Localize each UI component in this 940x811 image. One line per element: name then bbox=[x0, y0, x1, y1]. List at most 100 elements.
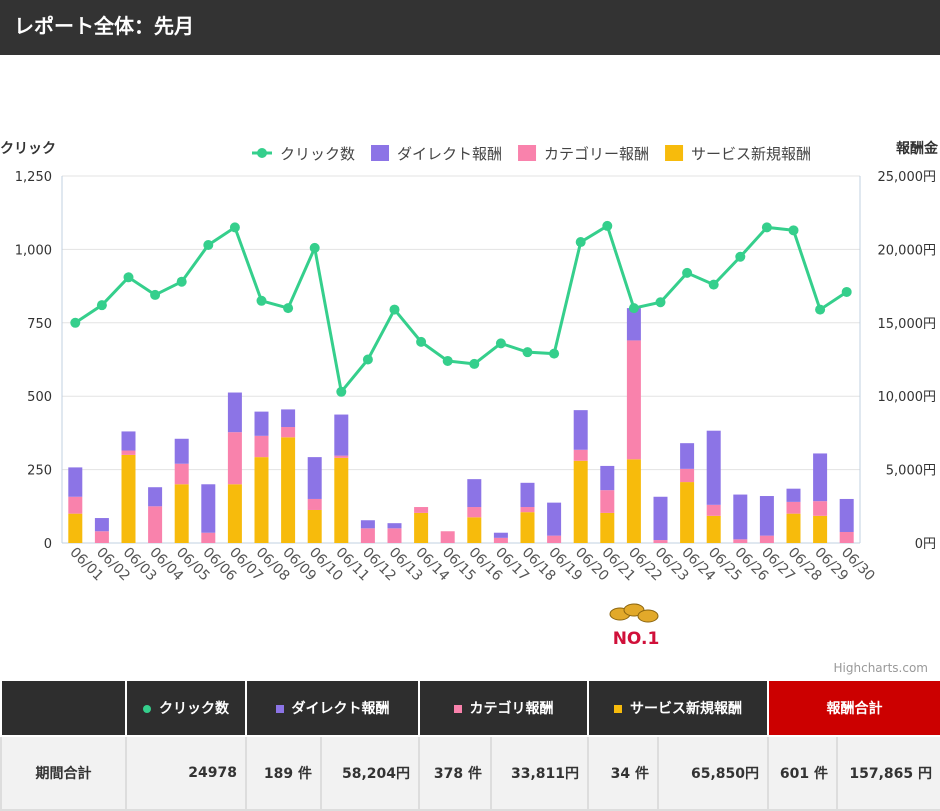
point bbox=[495, 338, 506, 349]
y2-tick-label: 10,000円 bbox=[878, 390, 937, 405]
bar bbox=[68, 467, 83, 497]
point bbox=[708, 279, 719, 290]
y2-tick-label: 5,000円 bbox=[886, 464, 936, 479]
point bbox=[336, 386, 347, 397]
bar bbox=[68, 513, 83, 543]
bar bbox=[653, 540, 668, 543]
cell: 378 件 bbox=[418, 735, 492, 811]
bar bbox=[520, 507, 535, 513]
cell: 24978 bbox=[125, 735, 247, 811]
cell: 189 件 bbox=[245, 735, 322, 811]
point bbox=[96, 300, 107, 311]
badge-coin bbox=[637, 609, 659, 623]
y2-tick-label: 20,000円 bbox=[878, 243, 937, 258]
bar bbox=[94, 518, 109, 532]
bar bbox=[600, 490, 615, 513]
y-tick-label: 750 bbox=[27, 317, 52, 332]
bar bbox=[759, 535, 774, 543]
header-cell: クリック数 bbox=[125, 679, 247, 737]
bar bbox=[626, 459, 641, 543]
header-cell: ダイレクト報酬 bbox=[245, 679, 420, 737]
y-tick-label: 500 bbox=[27, 390, 52, 405]
header-cell: サービス新規報酬 bbox=[587, 679, 769, 737]
cell: 34 件 bbox=[587, 735, 659, 811]
header-cell: カテゴリ報酬 bbox=[418, 679, 589, 737]
header-text: クリック数 bbox=[159, 701, 229, 717]
summary-table: クリック数 ダイレクト報酬 カテゴリ報酬 サービス新規報酬 報酬合計 期間合計 … bbox=[0, 679, 940, 811]
credit: Highcharts.com bbox=[834, 661, 928, 675]
bar bbox=[839, 531, 854, 543]
bar bbox=[733, 539, 748, 543]
bar bbox=[600, 512, 615, 543]
legend-label: クリック数 bbox=[280, 145, 355, 163]
header-text: 報酬合計 bbox=[826, 701, 883, 717]
bar bbox=[201, 484, 216, 533]
bar bbox=[680, 482, 695, 543]
bar bbox=[94, 531, 109, 543]
bar bbox=[786, 488, 801, 502]
bar bbox=[786, 513, 801, 543]
bar bbox=[440, 531, 455, 543]
point bbox=[389, 304, 400, 315]
legend-label: カテゴリー報酬 bbox=[544, 145, 649, 163]
bar bbox=[653, 496, 668, 541]
bar bbox=[520, 482, 535, 508]
page-title: レポート全体：先月 bbox=[0, 0, 940, 55]
point bbox=[815, 304, 826, 315]
cell: 157,865 円 bbox=[836, 735, 940, 811]
point bbox=[841, 286, 852, 297]
point bbox=[442, 355, 453, 366]
bar bbox=[387, 528, 402, 543]
bar bbox=[307, 509, 322, 543]
bar bbox=[786, 501, 801, 514]
bar bbox=[600, 465, 615, 491]
point bbox=[309, 242, 320, 253]
bar bbox=[68, 496, 83, 514]
y-axis-title: クリック bbox=[0, 141, 56, 157]
point bbox=[469, 358, 480, 369]
header-text: ダイレクト報酬 bbox=[291, 701, 390, 717]
legend-marker bbox=[257, 148, 267, 158]
chart: 0 250 500 750 1,000 1,250 0円 5,000円 10,000円 15,00… bbox=[0, 140, 939, 675]
bar bbox=[334, 455, 349, 458]
bar bbox=[493, 537, 508, 543]
bar bbox=[307, 498, 322, 510]
bar bbox=[174, 438, 189, 464]
bar bbox=[493, 532, 508, 538]
bar bbox=[360, 528, 375, 543]
header-text: カテゴリ報酬 bbox=[469, 701, 554, 717]
bar bbox=[573, 410, 588, 450]
bar bbox=[281, 437, 296, 543]
bar bbox=[467, 479, 482, 508]
bar bbox=[626, 308, 641, 341]
point bbox=[283, 303, 294, 314]
legend-marker bbox=[518, 145, 537, 161]
bar bbox=[680, 468, 695, 483]
bar bbox=[334, 457, 349, 543]
point bbox=[735, 251, 746, 262]
header-cell bbox=[0, 679, 127, 737]
row-label: 期間合計 bbox=[0, 735, 127, 811]
bar bbox=[121, 454, 136, 543]
y2-tick-label: 0円 bbox=[915, 537, 936, 552]
point bbox=[682, 267, 693, 278]
bar bbox=[387, 523, 402, 529]
y2-tick-label: 25,000円 bbox=[878, 170, 937, 185]
bar bbox=[680, 443, 695, 469]
bar bbox=[547, 502, 562, 536]
bar bbox=[227, 484, 242, 543]
point bbox=[176, 276, 187, 287]
point bbox=[602, 220, 613, 231]
bar bbox=[467, 517, 482, 543]
point bbox=[575, 237, 586, 248]
bar bbox=[281, 409, 296, 428]
bar bbox=[706, 504, 721, 516]
bar bbox=[148, 506, 163, 543]
y2-axis-title: 報酬金 bbox=[896, 140, 939, 157]
y2-tick-label: 15,000円 bbox=[878, 317, 937, 332]
bar bbox=[733, 494, 748, 540]
bar bbox=[334, 414, 349, 456]
bar bbox=[360, 520, 375, 529]
y-tick-label: 250 bbox=[27, 464, 52, 479]
point bbox=[203, 239, 214, 250]
